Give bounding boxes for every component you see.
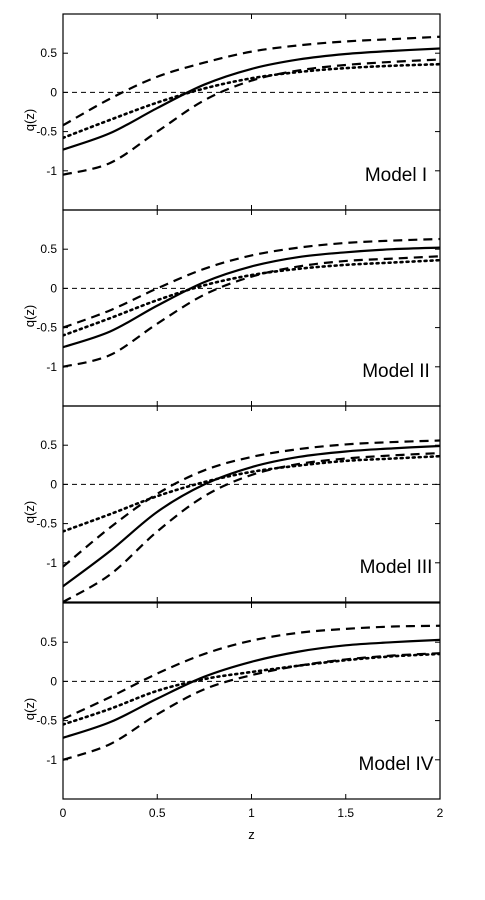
y-tick-label: -1 (46, 164, 57, 178)
y-tick-label: 0 (50, 281, 57, 295)
x-tick-label: 1 (248, 806, 255, 820)
series-line-dashed-2 (63, 624, 440, 721)
x-tick-label: 1.5 (337, 806, 354, 820)
y-tick-label: 0.5 (40, 635, 57, 649)
y-tick-label: -0.5 (36, 714, 57, 728)
panels: 0.5 0 -0.5 -1 q(z) Model I 0.5 0 -0.5 -1 q(z) Model… (22, 13, 444, 842)
panel-2: 0.5 0 -0.5 -1 q(z) Model II (22, 209, 441, 407)
series-line-dashed-3 (63, 451, 440, 602)
y-axis-label: q(z) (22, 501, 37, 523)
y-tick-label: 0 (50, 674, 57, 688)
series-line-dashed-2 (63, 35, 440, 127)
model-annotation: Model III (360, 557, 433, 578)
y-tick-label: 0.5 (40, 242, 57, 256)
series-line-dotted-4 (63, 258, 440, 337)
y-tick-label: -1 (46, 556, 57, 570)
x-tick-label: 0 (60, 806, 67, 820)
y-tick-label: -1 (46, 753, 57, 767)
x-tick-label: 0.5 (149, 806, 166, 820)
series-line-dashed-3 (63, 58, 440, 176)
series-line-solid-1 (63, 246, 440, 349)
y-tick-label: -0.5 (36, 321, 57, 335)
y-axis-label: q(z) (22, 305, 37, 327)
series-line-solid-1 (63, 444, 440, 588)
y-tick-label: 0 (50, 85, 57, 99)
panel-4: 0.5 0 -0.5 -1 0 0.5 1 1.5 2 q(z) z Model IV (22, 602, 444, 842)
y-axis-label: q(z) (22, 698, 37, 720)
y-tick-label: 0.5 (40, 46, 57, 60)
x-axis-label: z (248, 827, 255, 842)
y-tick-label: -1 (46, 360, 57, 374)
series-line-dotted-4 (63, 62, 440, 140)
model-annotation: Model I (365, 165, 427, 186)
series-line-dashed-3 (63, 255, 440, 368)
panel-3: 0.5 0 -0.5 -1 q(z) Model III (22, 405, 441, 603)
y-tick-label: -0.5 (36, 125, 57, 139)
model-annotation: Model II (362, 361, 430, 382)
y-tick-label: 0.5 (40, 438, 57, 452)
series-line-dotted-4 (63, 454, 440, 533)
x-tick-label: 2 (437, 806, 444, 820)
y-tick-label: 0 (50, 477, 57, 491)
panel-1: 0.5 0 -0.5 -1 q(z) Model I (22, 13, 441, 211)
series-line-dashed-2 (63, 439, 440, 568)
y-axis-label: q(z) (22, 109, 37, 131)
model-annotation: Model IV (359, 754, 434, 775)
series-line-solid-1 (63, 47, 440, 151)
series-line-dashed-2 (63, 237, 440, 329)
series-line-solid-1 (63, 638, 440, 739)
series-line-dotted-4 (63, 652, 440, 726)
y-tick-label: -0.5 (36, 517, 57, 531)
